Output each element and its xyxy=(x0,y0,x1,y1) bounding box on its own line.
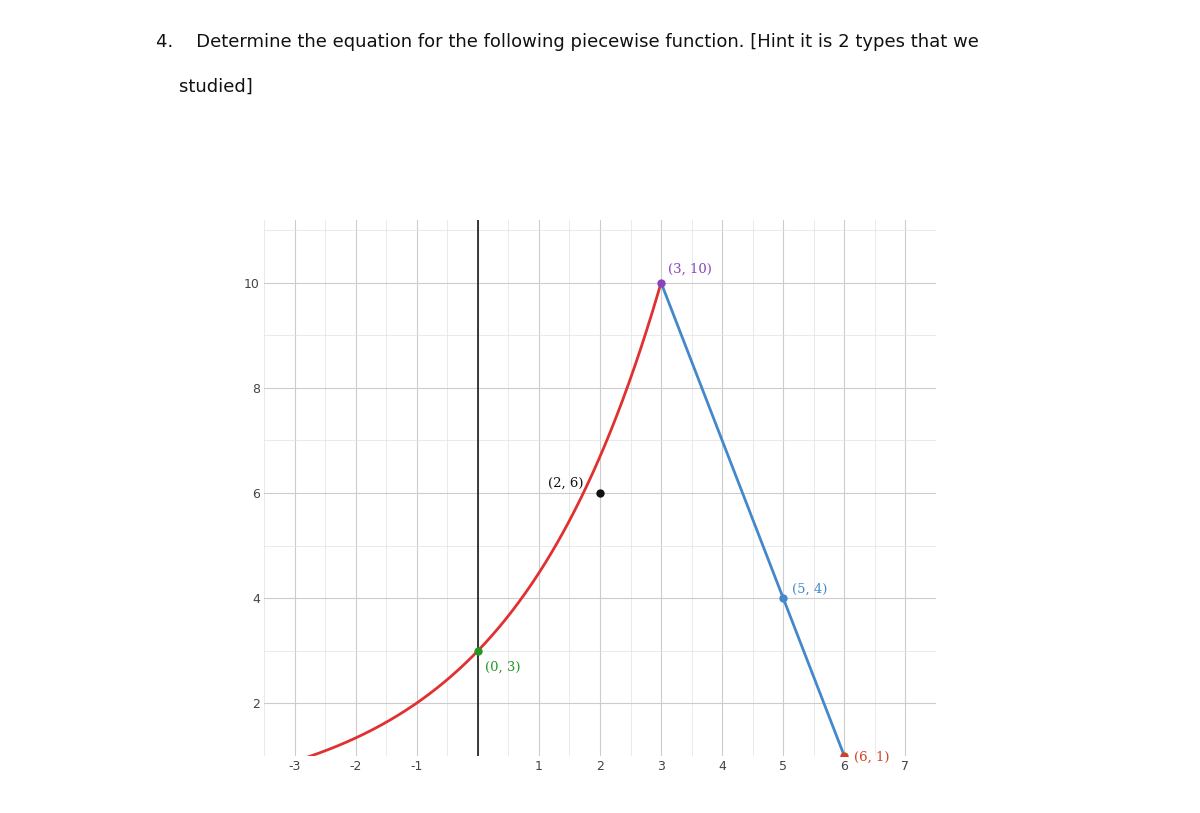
Text: (3, 10): (3, 10) xyxy=(668,263,713,276)
Text: (0, 3): (0, 3) xyxy=(485,661,521,674)
Text: (5, 4): (5, 4) xyxy=(792,583,828,596)
Text: (2, 6): (2, 6) xyxy=(548,476,583,489)
Text: (6, 1): (6, 1) xyxy=(853,750,889,763)
Text: studied]: studied] xyxy=(156,77,253,95)
Text: 4.    Determine the equation for the following piecewise function. [Hint it is 2: 4. Determine the equation for the follow… xyxy=(156,33,979,50)
